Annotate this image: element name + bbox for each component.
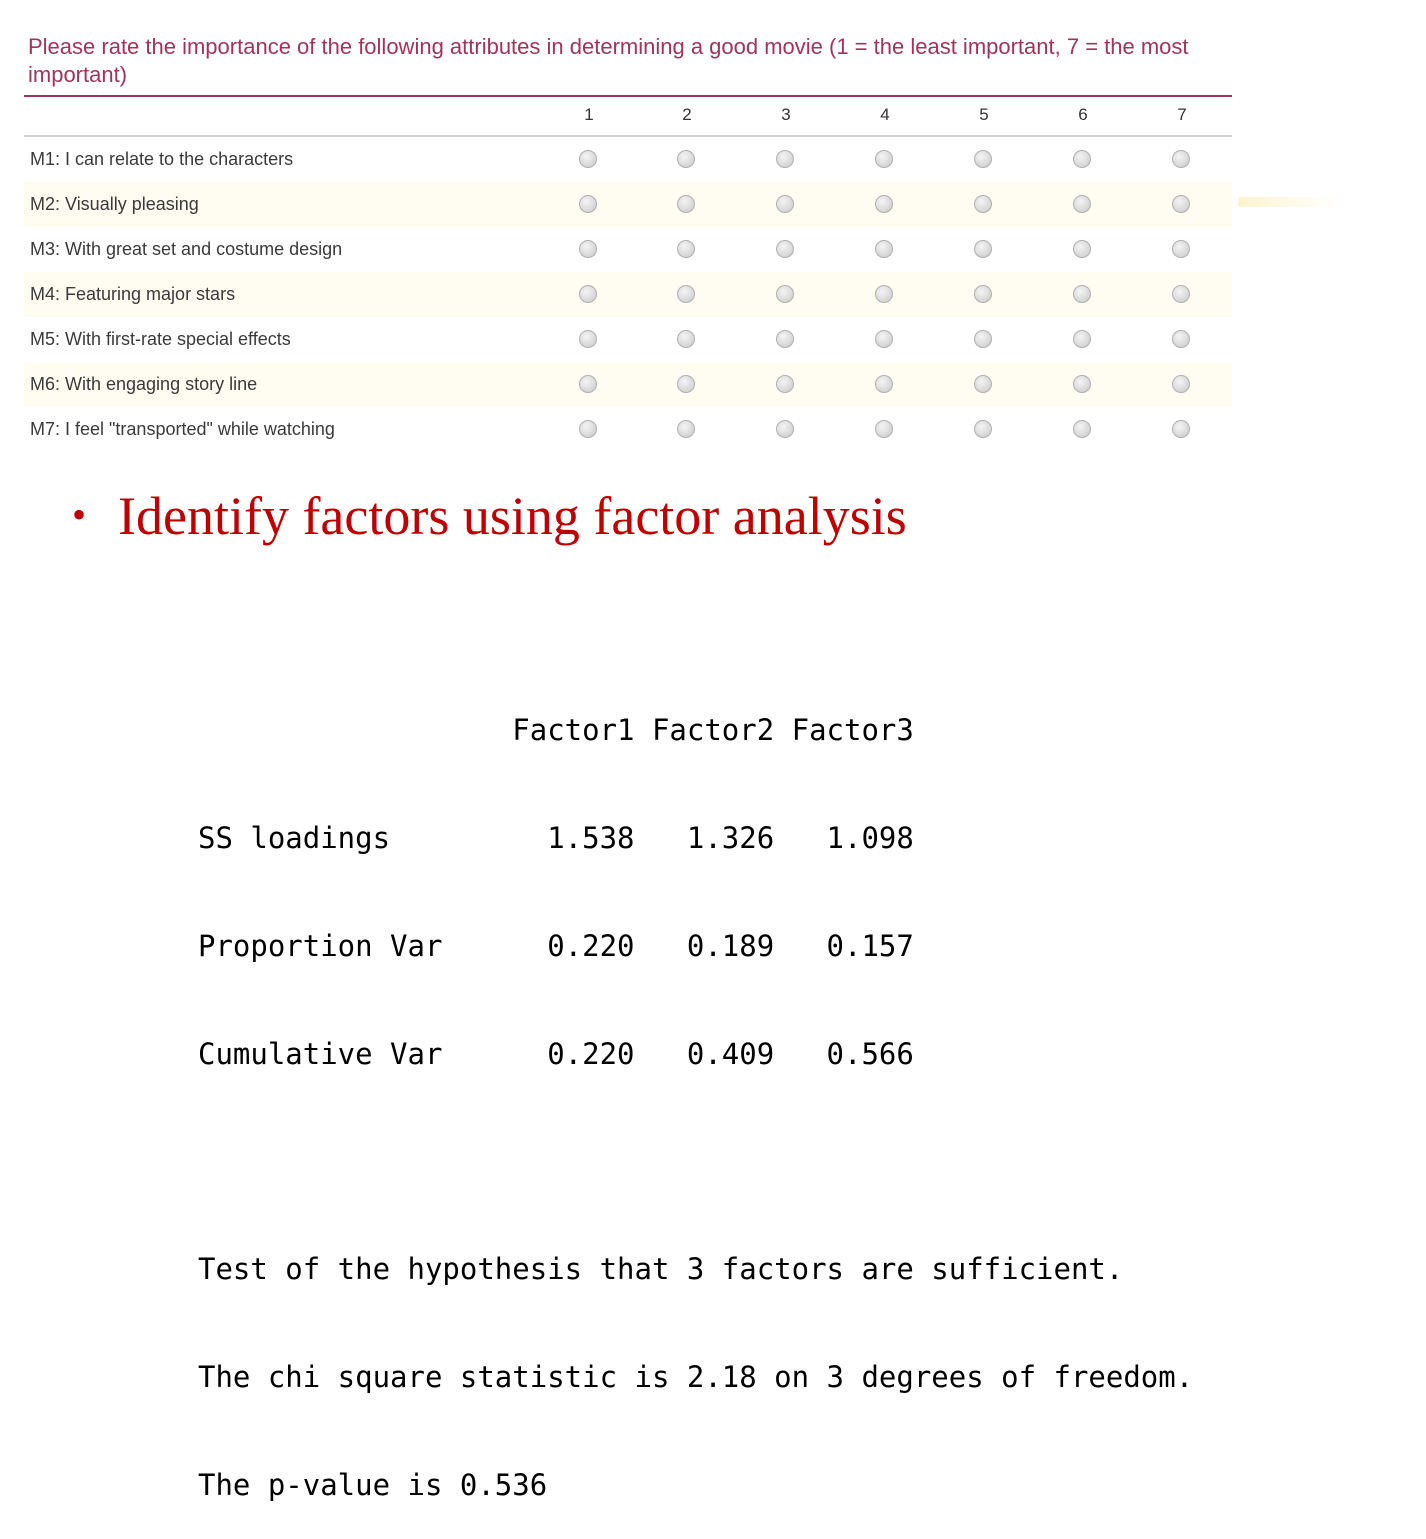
rating-radio-6-4[interactable] [875, 375, 893, 393]
item-label: M1: I can relate to the characters [30, 149, 294, 169]
output-row-ss-loadings: SS loadings 1.538 1.326 1.098 [198, 821, 914, 855]
bullet-icon: • [72, 492, 87, 537]
rating-radio-7-5[interactable] [974, 420, 992, 438]
rating-radio-2-4[interactable] [875, 195, 893, 213]
rating-radio-2-1[interactable] [579, 195, 597, 213]
rating-radio-6-7[interactable] [1172, 375, 1190, 393]
rating-radio-2-5[interactable] [974, 195, 992, 213]
rating-radio-7-6[interactable] [1073, 420, 1091, 438]
rating-radio-1-4[interactable] [875, 150, 893, 168]
item-label: M6: With engaging story line [30, 374, 258, 394]
output-row-proportion-var: Proportion Var 0.220 0.189 0.157 [198, 929, 914, 963]
rating-radio-6-6[interactable] [1073, 375, 1091, 393]
rating-radio-2-3[interactable] [776, 195, 794, 213]
output-chi-square-line: The chi square statistic is 2.18 on 3 de… [198, 1360, 1194, 1394]
output-spacer [198, 1144, 1193, 1179]
matrix-row-m6: M6: With engaging story line [24, 362, 1232, 407]
rating-radio-4-7[interactable] [1172, 285, 1190, 303]
item-rows: M1: I can relate to the characters M2: V… [24, 137, 1232, 452]
scale-label-4: 4 [880, 105, 890, 124]
rating-radio-7-4[interactable] [875, 420, 893, 438]
rating-radio-5-1[interactable] [579, 330, 597, 348]
rating-radio-5-3[interactable] [776, 330, 794, 348]
scale-label-6: 6 [1078, 105, 1088, 124]
rating-radio-3-2[interactable] [677, 240, 695, 258]
rating-radio-3-4[interactable] [875, 240, 893, 258]
rating-radio-7-3[interactable] [776, 420, 794, 438]
rating-radio-1-2[interactable] [677, 150, 695, 168]
item-label: M3: With great set and costume design [30, 239, 343, 259]
matrix-row-m5: M5: With first-rate special effects [24, 317, 1232, 362]
output-test-line: Test of the hypothesis that 3 factors ar… [198, 1252, 1124, 1286]
matrix-row-m1: M1: I can relate to the characters [24, 137, 1232, 182]
scale-label-2: 2 [682, 105, 692, 124]
rating-radio-6-2[interactable] [677, 375, 695, 393]
item-label: M2: Visually pleasing [30, 194, 199, 214]
matrix-row-m2: M2: Visually pleasing [24, 182, 1232, 227]
rating-radio-5-7[interactable] [1172, 330, 1190, 348]
output-row-cumulative-var: Cumulative Var 0.220 0.409 0.566 [198, 1037, 914, 1071]
rating-radio-4-6[interactable] [1073, 285, 1091, 303]
rating-radio-7-7[interactable] [1172, 420, 1190, 438]
rating-radio-1-7[interactable] [1172, 150, 1190, 168]
rating-radio-3-3[interactable] [776, 240, 794, 258]
survey-question: Please rate the importance of the follow… [28, 34, 1189, 87]
matrix-row-m3: M3: With great set and costume design [24, 227, 1232, 272]
scale-label-1: 1 [584, 105, 594, 124]
rating-radio-1-1[interactable] [579, 150, 597, 168]
rating-radio-3-5[interactable] [974, 240, 992, 258]
rating-radio-2-7[interactable] [1172, 195, 1190, 213]
rating-radio-6-1[interactable] [579, 375, 597, 393]
rating-radio-1-3[interactable] [776, 150, 794, 168]
rating-radio-3-6[interactable] [1073, 240, 1091, 258]
slide-bullet: • Identify factors using factor analysis [72, 482, 907, 549]
rating-radio-4-1[interactable] [579, 285, 597, 303]
rating-radio-4-4[interactable] [875, 285, 893, 303]
rating-radio-5-5[interactable] [974, 330, 992, 348]
output-header: Factor1 Factor2 Factor3 [198, 713, 914, 747]
rating-radio-4-5[interactable] [974, 285, 992, 303]
item-label: M7: I feel "transported" while watching [30, 419, 335, 439]
rating-radio-4-2[interactable] [677, 285, 695, 303]
matrix-row-m4: M4: Featuring major stars [24, 272, 1232, 317]
rating-radio-5-2[interactable] [677, 330, 695, 348]
output-p-value-line: The p-value is 0.536 [198, 1468, 548, 1502]
rating-radio-2-6[interactable] [1073, 195, 1091, 213]
matrix-row-m7: M7: I feel "transported" while watching [24, 407, 1232, 452]
scale-header: 1 2 3 4 5 6 7 [24, 97, 1232, 137]
bullet-text: Identify factors using factor analysis [118, 486, 907, 546]
rating-radio-2-2[interactable] [677, 195, 695, 213]
rating-radio-7-2[interactable] [677, 420, 695, 438]
scale-label-5: 5 [979, 105, 989, 124]
factor-analysis-output: Factor1 Factor2 Factor3 SS loadings 1.53… [198, 640, 1193, 1539]
rating-radio-5-4[interactable] [875, 330, 893, 348]
scale-label-7: 7 [1177, 105, 1187, 124]
rating-radio-6-3[interactable] [776, 375, 794, 393]
rating-radio-3-7[interactable] [1172, 240, 1190, 258]
rating-radio-6-5[interactable] [974, 375, 992, 393]
item-label: M4: Featuring major stars [30, 284, 236, 304]
item-label: M5: With first-rate special effects [30, 329, 291, 349]
rating-radio-1-5[interactable] [974, 150, 992, 168]
rating-radio-7-1[interactable] [579, 420, 597, 438]
rating-matrix: 1 2 3 4 5 6 7 M1: I can relate to the ch… [24, 95, 1232, 452]
row-highlight-decoration [1238, 197, 1338, 207]
rating-radio-5-6[interactable] [1073, 330, 1091, 348]
rating-radio-1-6[interactable] [1073, 150, 1091, 168]
scale-label-3: 3 [781, 105, 791, 124]
rating-radio-4-3[interactable] [776, 285, 794, 303]
rating-radio-3-1[interactable] [579, 240, 597, 258]
